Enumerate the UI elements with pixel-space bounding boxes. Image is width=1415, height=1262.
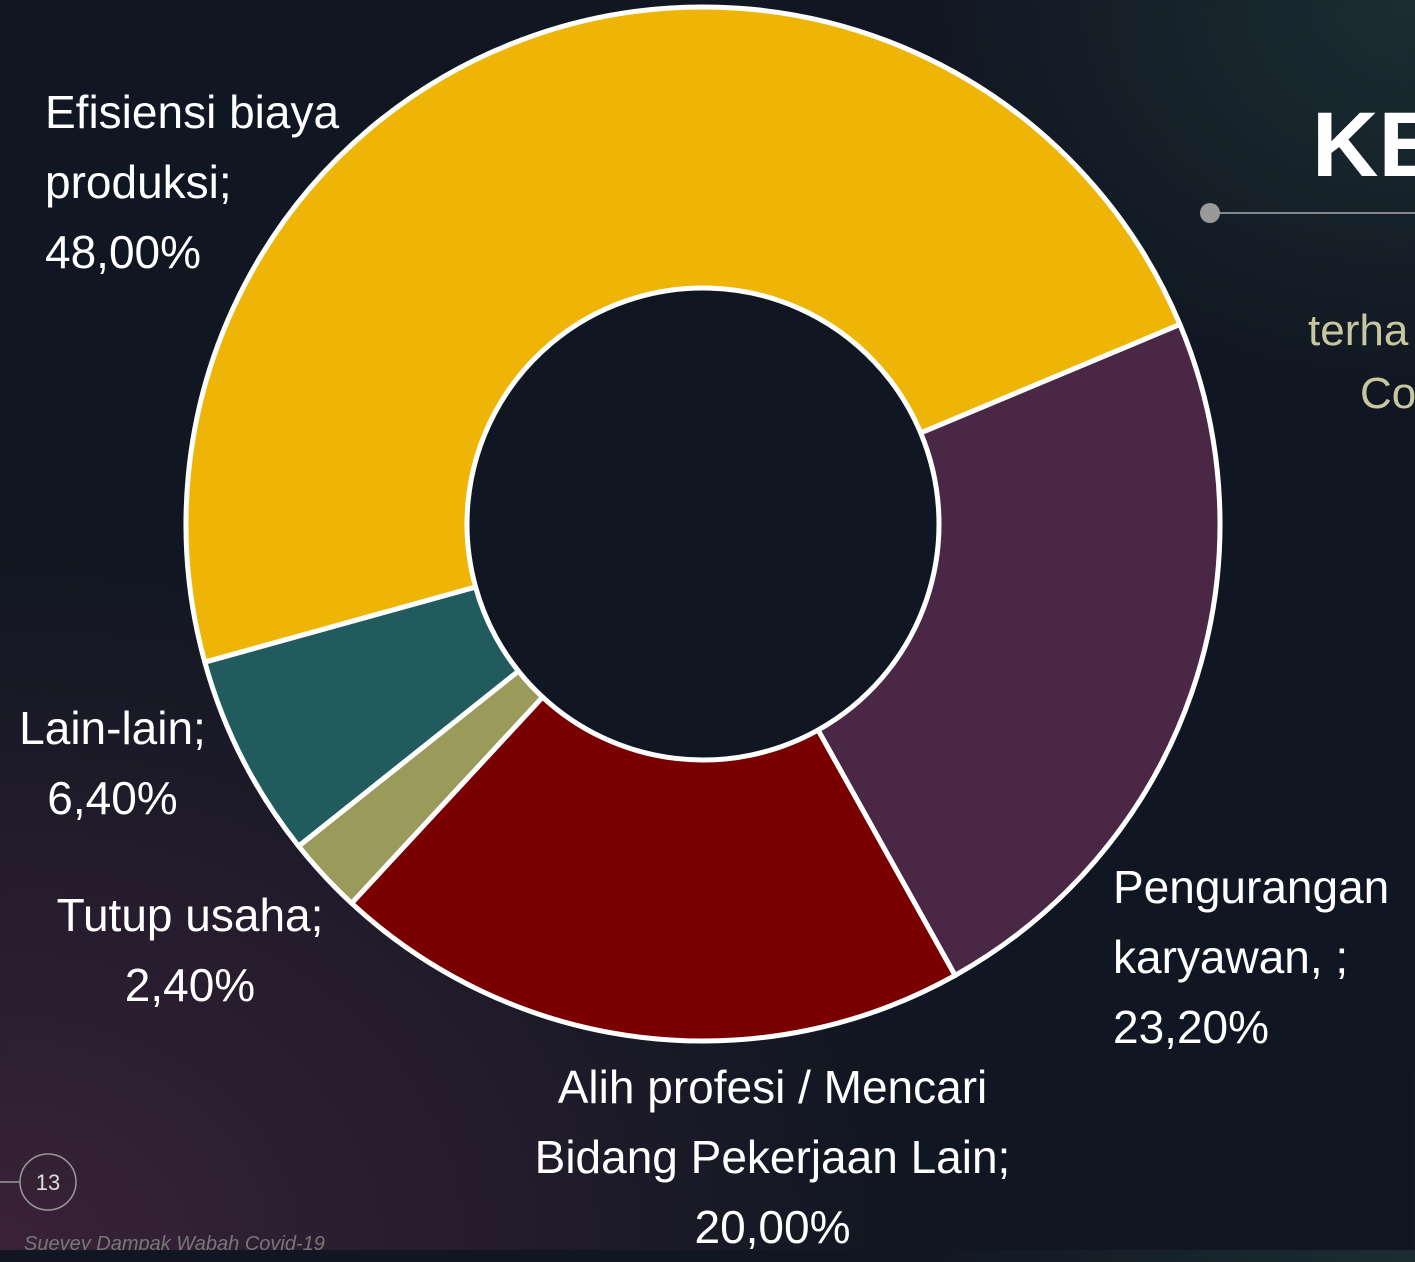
subtitle: Co: [1360, 369, 1415, 418]
page-circle: [19, 1153, 77, 1211]
slice: [815, 321, 1223, 978]
label: Pengurangan karyawan, ; 23,20%: [1113, 852, 1413, 1062]
label-name: Tutup usaha;: [56, 889, 324, 941]
label: Alih profesi / Mencari Bidang Pekerjaan …: [500, 1052, 1045, 1262]
page-number: 13: [36, 1170, 60, 1195]
footer: Suevey Dampak Wabah Covid-19: [24, 1233, 325, 1250]
label-name: Pengurangan karyawan, ;: [1113, 861, 1390, 983]
label-value: 23,20%: [1113, 1001, 1270, 1053]
label-name: Lain-lain;: [19, 702, 206, 754]
label-value: 48,00%: [45, 226, 202, 278]
subtitle: terha: [1308, 306, 1409, 355]
slice: [202, 584, 521, 849]
label-name: Alih profesi / Mencari Bidang Pekerjaan …: [534, 1061, 1011, 1183]
slice: [349, 694, 958, 1044]
label: Lain-lain; 6,40%: [5, 693, 220, 833]
label-value: 20,00%: [694, 1201, 851, 1253]
label: Tutup usaha; 2,40%: [40, 880, 340, 1020]
divider-dot: [1200, 203, 1220, 223]
slide-title: KE: [1312, 94, 1415, 196]
label: Efisiensi biaya produksi; 48,00%: [45, 77, 405, 287]
label-name: Efisiensi biaya produksi;: [45, 86, 340, 208]
label-value: 2,40%: [124, 959, 256, 1011]
label-value: 6,40%: [47, 772, 178, 824]
slice: [183, 4, 1183, 665]
